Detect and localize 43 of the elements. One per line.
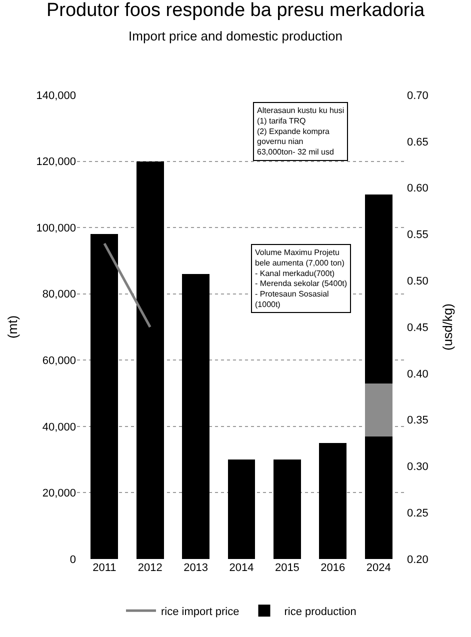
x-tick-label: 2013 <box>184 562 208 574</box>
bar <box>364 383 392 436</box>
legend-label: rice import price <box>161 606 240 618</box>
chart-title: Produtor foos responde ba presu merkadoria <box>46 0 425 21</box>
y-tick-label: 0 <box>70 554 76 566</box>
y-tick-label: 120,000 <box>36 156 76 168</box>
y2-tick-label: 0.30 <box>407 461 428 474</box>
x-tick-label: 2016 <box>320 562 346 574</box>
y2-tick-label: 0.45 <box>407 322 428 334</box>
x-tick-label: 2024 <box>366 562 391 574</box>
y-axis-title: (mt) <box>5 315 20 339</box>
bar <box>273 460 301 559</box>
legend-label: rice production <box>284 606 356 618</box>
bar <box>228 460 256 559</box>
annotation: Alterasaun kustu ku husi (1) tarifa TRQ (2) Expande kompra governu nian 63,000ton- 32 mil usd <box>257 106 344 157</box>
bar <box>364 436 392 559</box>
y2-tick-label: 0.40 <box>407 368 428 380</box>
y-tick-label: 80,000 <box>42 288 76 301</box>
y2-axis-title: (usd/kg) <box>440 304 456 350</box>
x-tick-label: 2014 <box>229 562 254 574</box>
y2-tick-label: 0.50 <box>407 275 428 288</box>
y2-tick-label: 0.70 <box>407 90 428 102</box>
bar <box>364 194 392 384</box>
x-tick-label: 2012 <box>138 562 162 574</box>
bar <box>319 443 347 559</box>
y-tick-label: 40,000 <box>42 421 76 434</box>
y2-tick-label: 0.55 <box>407 229 428 242</box>
chart-subtitle: Import price and domestic production <box>128 28 342 44</box>
bar <box>136 161 164 559</box>
annotation: Volume Maximu Projetu bele aumenta (7,000 ton) - Kanal merkadu(700t) - Merenda sekolar (5400t) - Protesaun Sosasial (1000t) <box>255 248 348 309</box>
y2-tick-label: 0.20 <box>407 554 428 566</box>
y-tick-label: 60,000 <box>42 354 76 367</box>
y2-tick-label: 0.60 <box>407 182 428 195</box>
y-tick-label: 20,000 <box>42 488 76 500</box>
y2-tick-label: 0.35 <box>407 414 428 427</box>
y2-tick-label: 0.25 <box>407 507 428 520</box>
y2-tick-label: 0.65 <box>407 136 428 148</box>
y-tick-label: 140,000 <box>36 90 76 102</box>
x-tick-label: 2011 <box>92 562 116 574</box>
bar <box>182 274 210 559</box>
bar <box>90 234 118 559</box>
x-tick-label: 2015 <box>274 562 300 574</box>
y-tick-label: 100,000 <box>36 222 76 234</box>
